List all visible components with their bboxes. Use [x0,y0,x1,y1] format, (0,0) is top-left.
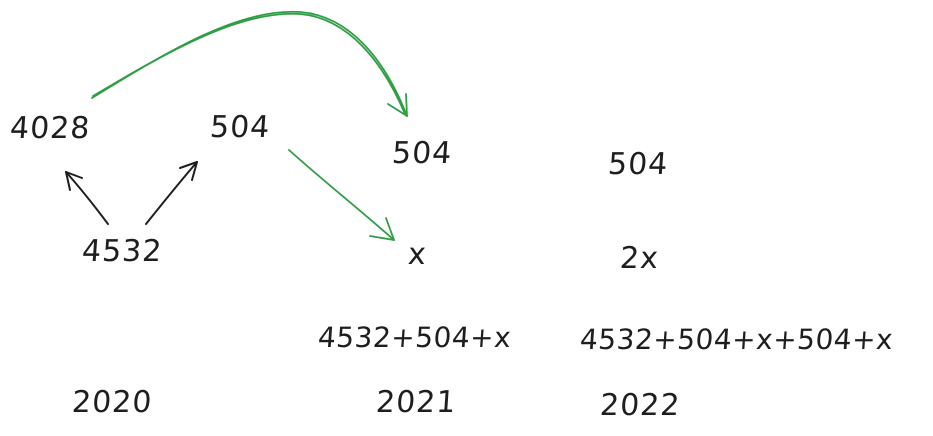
node-2x: 2x [618,241,661,276]
arrow-504-to-x [288,149,395,241]
node-504-2021: 504 [390,136,454,171]
node-x: x [406,237,429,272]
year-2022: 2022 [598,388,682,423]
arrow-4028-to-504-2021 [91,10,408,117]
expression-2022: 4532+504+x+504+x [578,323,895,356]
year-2020: 2020 [70,385,154,420]
year-2021: 2021 [374,385,458,420]
node-4532: 4532 [80,234,164,269]
node-504-2022: 504 [606,147,670,182]
arrow-4532-to-4028 [65,171,109,225]
node-504-2020: 504 [208,110,272,145]
expression-2021: 4532+504+x [316,321,513,354]
node-4028: 4028 [8,111,92,146]
arrow-4532-to-504 [145,161,198,225]
